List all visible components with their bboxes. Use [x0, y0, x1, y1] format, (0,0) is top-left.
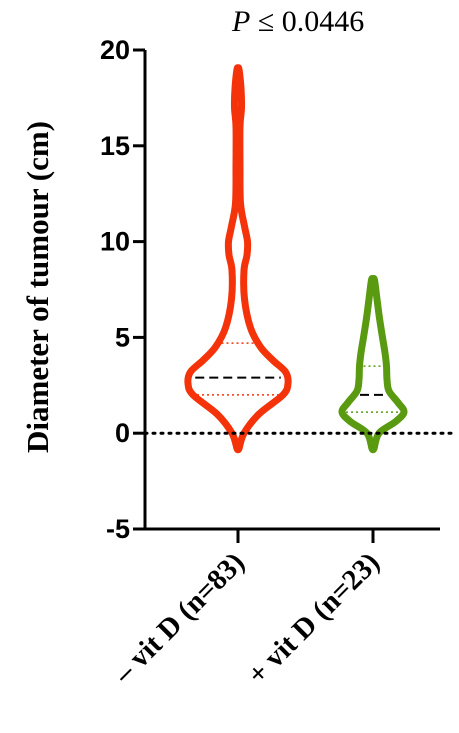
y-tick-label: 10	[100, 227, 130, 257]
violins-layer	[184, 64, 408, 454]
y-tick-label: -5	[106, 514, 130, 544]
violin-outline	[184, 64, 292, 454]
y-tick-label: 15	[100, 131, 130, 161]
y-axis-label: Diameter of tumour (cm)	[20, 121, 55, 453]
x-category-label: + vit D (n=23)	[241, 546, 386, 691]
p-value-text: ≤ 0.0446	[257, 5, 365, 38]
x-category-label: – vit D (n=83)	[107, 546, 251, 690]
p-value-annotation: P ≤ 0.0446	[232, 5, 364, 39]
y-tick-label: 20	[100, 35, 130, 65]
violin-outline	[338, 275, 408, 454]
p-value-symbol: P	[232, 5, 251, 38]
y-tick-label: 5	[115, 322, 130, 352]
y-tick-label: 0	[115, 418, 130, 448]
